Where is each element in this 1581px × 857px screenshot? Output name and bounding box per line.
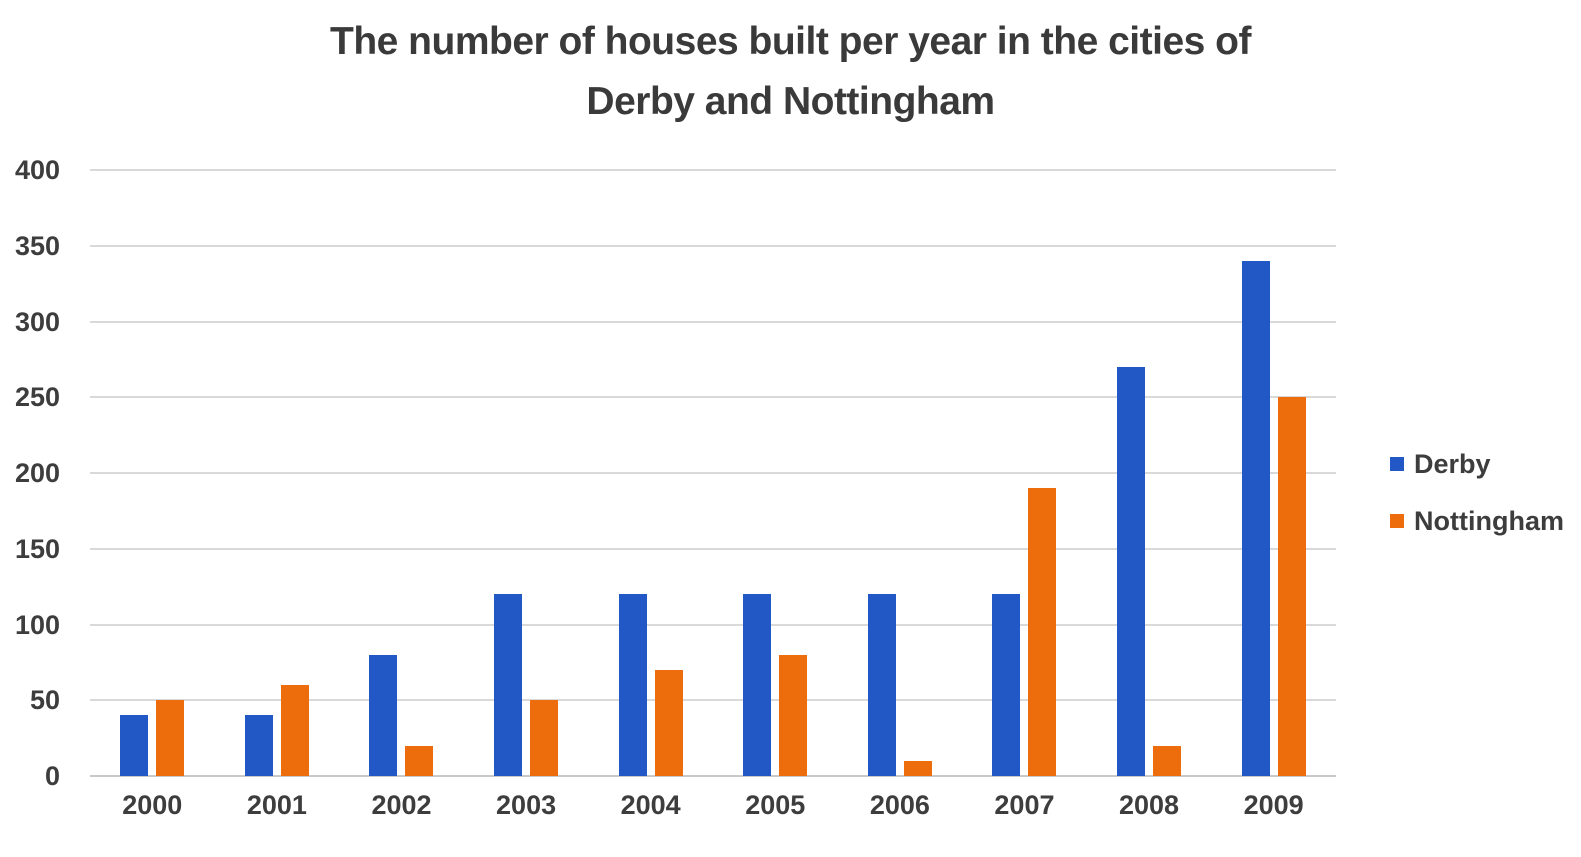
- bar-nottingham-2000: [156, 700, 185, 776]
- x-tick-label-2007: 2007: [994, 790, 1055, 820]
- y-tick-label-350: 350: [14, 230, 60, 261]
- bar-derby-2004: [618, 594, 647, 776]
- x-tick-label-2002: 2002: [371, 790, 432, 820]
- gridline-150: [90, 547, 1336, 550]
- y-tick-label-400: 400: [14, 155, 60, 185]
- bar-derby-2006: [867, 594, 896, 776]
- y-tick-label-0: 0: [44, 761, 60, 791]
- bar-nottingham-2006: [903, 760, 932, 776]
- legend-swatch-derby: [1390, 457, 1404, 471]
- bar-nottingham-2002: [405, 745, 434, 776]
- bar-group-2000: [90, 170, 215, 776]
- bar-nottingham-2007: [1028, 488, 1057, 776]
- y-tick-label-300: 300: [14, 306, 60, 337]
- bar-nottingham-2003: [530, 700, 559, 776]
- bar-derby-2002: [369, 654, 398, 776]
- x-tick-label-2004: 2004: [620, 790, 681, 820]
- bar-derby-2005: [743, 594, 772, 776]
- x-tick-label-2008: 2008: [1119, 790, 1180, 820]
- x-axis-labels: 2000 2001 2002 2003 2004 2005 2006 2007 2008 2009: [90, 788, 1336, 822]
- bar-nottingham-2009: [1277, 397, 1306, 776]
- bar-group-2004: [588, 170, 713, 776]
- bar-derby-2009: [1241, 260, 1270, 776]
- bar-group-2008: [1087, 170, 1212, 776]
- x-tick-label-2006: 2006: [869, 790, 930, 820]
- bar-nottingham-2008: [1153, 745, 1182, 776]
- bar-group-2005: [713, 170, 838, 776]
- chart-title-line-2: Derby and Nottingham: [586, 80, 995, 123]
- bar-group-2003: [464, 170, 589, 776]
- gridline-50: [90, 699, 1336, 702]
- bar-derby-2008: [1117, 366, 1146, 776]
- bar-derby-2001: [244, 715, 273, 776]
- gridline-200: [90, 472, 1336, 474]
- legend-item-derby: Derby: [1390, 448, 1564, 480]
- legend-swatch-nottingham: [1390, 514, 1404, 528]
- y-tick-label-150: 150: [14, 533, 60, 564]
- x-tick-label-2000: 2000: [122, 790, 183, 820]
- y-tick-label-100: 100: [14, 609, 60, 640]
- bar-group-2006: [838, 170, 963, 776]
- bar-group-2009: [1211, 170, 1336, 776]
- bars-layer: [90, 170, 1336, 776]
- chart-title-line-1: The number of houses built per year in t…: [330, 20, 1252, 63]
- legend-label-nottingham: Nottingham: [1414, 506, 1564, 536]
- x-tick-label-2003: 2003: [496, 790, 557, 820]
- bar-nottingham-2001: [280, 685, 309, 776]
- bar-group-2002: [339, 170, 464, 776]
- legend: Derby Nottingham: [1390, 448, 1564, 537]
- y-tick-label-50: 50: [29, 685, 60, 716]
- y-tick-label-250: 250: [14, 382, 60, 413]
- gridline-100: [90, 623, 1336, 626]
- gridline-400: [90, 169, 1336, 171]
- bar-group-2007: [962, 170, 1087, 776]
- plot-area: 0 50 100 150 200 250 300 350 400: [15, 155, 1336, 791]
- bar-derby-2000: [120, 715, 149, 776]
- bar-nottingham-2004: [654, 669, 683, 776]
- bar-group-2001: [215, 170, 340, 776]
- legend-label-derby: Derby: [1414, 449, 1491, 479]
- gridline-350: [90, 244, 1336, 247]
- chart-title: The number of houses built per year in t…: [0, 12, 1581, 132]
- gridline-300: [90, 320, 1336, 323]
- bar-derby-2003: [494, 594, 523, 776]
- gridline-0: [90, 775, 1336, 777]
- y-tick-label-200: 200: [14, 458, 60, 488]
- legend-item-nottingham: Nottingham: [1390, 505, 1564, 537]
- gridline-250: [90, 396, 1336, 399]
- x-tick-label-2009: 2009: [1243, 790, 1304, 820]
- bar-nottingham-2005: [779, 654, 808, 776]
- x-tick-label-2001: 2001: [246, 790, 307, 820]
- x-tick-label-2005: 2005: [745, 790, 806, 820]
- bar-derby-2007: [992, 594, 1021, 776]
